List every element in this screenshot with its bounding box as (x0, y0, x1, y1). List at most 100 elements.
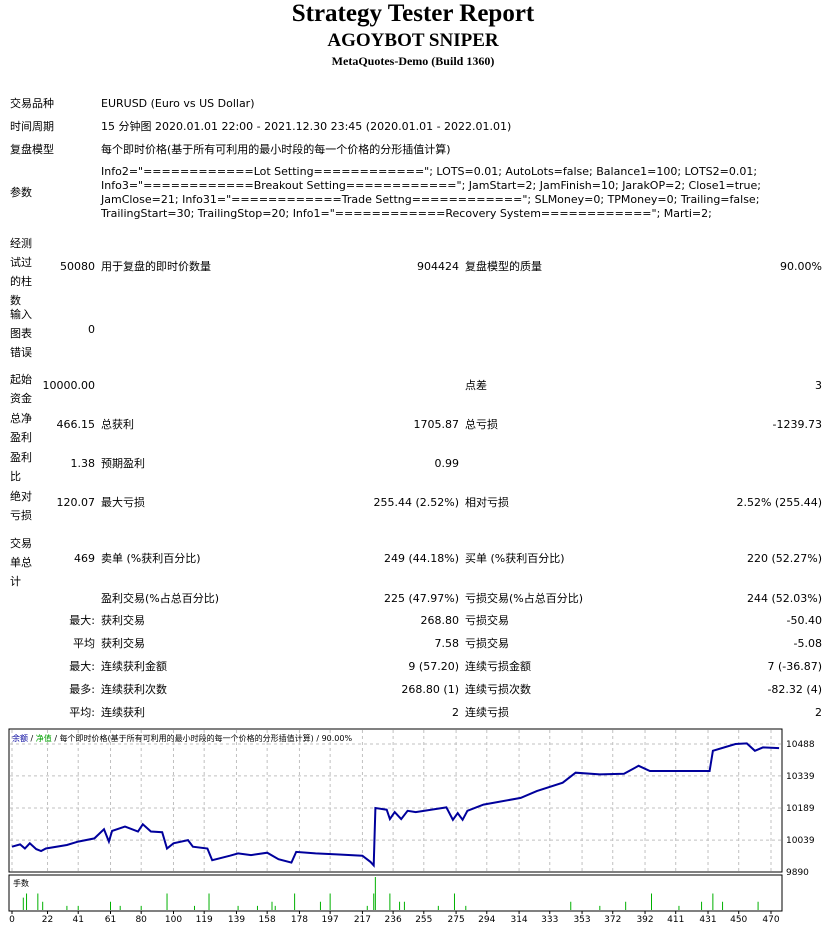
stat-label: 连续获利金额 (101, 660, 167, 673)
loss-trades-label: 亏损交易(%占总百分比) (465, 592, 584, 605)
y-tick-label: 10189 (786, 804, 815, 814)
x-tick-label: 333 (541, 915, 558, 925)
x-tick-label: 0 (9, 915, 15, 925)
x-tick-label: 217 (354, 915, 371, 925)
y-tick-label: 10339 (786, 772, 815, 782)
stat-value: 2 (815, 706, 822, 719)
spread-label: 点差 (465, 379, 487, 392)
symbol-value: EURUSD (Euro vs US Dollar) (101, 97, 255, 110)
stat-label: 亏损交易 (465, 614, 509, 627)
bars-label: 经测试过的柱数 (10, 237, 32, 307)
x-tick-label: 392 (636, 915, 653, 925)
params-value: Info2="============Lot Setting==========… (101, 165, 761, 221)
x-tick-label: 294 (478, 915, 495, 925)
stat-value: 7 (-36.87) (767, 660, 822, 673)
stat-value: 268.80 (1) (401, 683, 459, 696)
quality-label: 复盘模型的质量 (465, 260, 542, 273)
quality-value: 90.00% (780, 260, 822, 273)
loss-trades-value: 244 (52.03%) (746, 592, 822, 605)
params-line: JamClose=21; Info31="============Trade S… (101, 193, 760, 206)
legend-model: / 每个即时价格(基于所有可利用的最小时段的每一个价格的分形插值计算) / 90… (52, 733, 353, 743)
x-tick-label: 450 (730, 915, 747, 925)
x-tick-label: 431 (699, 915, 716, 925)
profit-factor-value: 1.38 (70, 457, 96, 470)
legend-balance: 余额 (12, 733, 28, 743)
stat-value: 2 (452, 706, 459, 719)
stat-label: 连续亏损次数 (465, 683, 531, 696)
symbol-label: 交易品种 (10, 97, 54, 110)
x-tick-label: 470 (762, 915, 779, 925)
x-tick-label: 158 (259, 915, 276, 925)
ticks-label: 用于复盘的即时价数量 (101, 260, 211, 273)
stat-value: 9 (57.20) (408, 660, 459, 673)
x-tick-label: 22 (42, 915, 53, 925)
x-tick-label: 236 (385, 915, 402, 925)
profit-trades-label: 盈利交易(%占总百分比) (101, 592, 220, 605)
legend-sep: / (28, 734, 36, 743)
long-trades-value: 220 (52.27%) (746, 552, 822, 565)
errors-value: 0 (88, 323, 95, 336)
main-plot-frame (8, 728, 783, 873)
x-tick-label: 314 (510, 915, 527, 925)
stat-value: -50.40 (786, 614, 822, 627)
stat-label: 连续亏损金额 (465, 660, 531, 673)
net-profit-label: 总净盈利 (10, 412, 32, 444)
stat-prefix: 平均: (69, 706, 95, 719)
params-label: 参数 (10, 186, 32, 199)
deposit-label: 起始资金 (10, 373, 32, 405)
stat-label: 连续获利 (101, 706, 145, 719)
x-tick-label: 100 (165, 915, 182, 925)
x-tick-label: 119 (196, 915, 213, 925)
stat-value: 7.58 (434, 637, 460, 650)
stat-prefix: 最多: (69, 683, 95, 696)
period-label: 时间周期 (10, 120, 54, 133)
volume-label: 手数 (13, 878, 29, 888)
stat-label: 获利交易 (101, 614, 145, 627)
abs-drawdown-value: 120.07 (56, 496, 96, 509)
payoff-label: 预期盈利 (101, 457, 145, 470)
x-tick-label: 80 (135, 915, 147, 925)
server-build: MetaQuotes-Demo (Build 1360) (331, 54, 495, 68)
x-tick-label: 411 (667, 915, 684, 925)
x-tick-label: 372 (604, 915, 621, 925)
x-tick-label: 61 (105, 915, 116, 925)
chart-legend: 余额 / 净值 / 每个即时价格(基于所有可利用的最小时段的每一个价格的分形插值… (12, 733, 352, 743)
model-label: 复盘模型 (10, 143, 54, 156)
y-tick-label: 10488 (786, 740, 815, 750)
stat-prefix: 最大: (69, 614, 95, 627)
stat-prefix: 最大: (69, 660, 95, 673)
x-tick-label: 197 (322, 915, 339, 925)
gross-loss-label: 总亏损 (465, 418, 498, 431)
gross-loss-value: -1239.73 (772, 418, 822, 431)
balance-line (11, 742, 780, 868)
stat-label: 亏损交易 (465, 637, 509, 650)
profit-trades-value: 225 (47.97%) (383, 592, 459, 605)
x-tick-label: 275 (448, 915, 465, 925)
rel-drawdown-value: 2.52% (255.44) (736, 496, 822, 509)
stat-label: 连续获利次数 (101, 683, 167, 696)
expert-name: AGOYBOT SNIPER (327, 30, 499, 51)
profit-factor-label: 盈利比 (10, 451, 32, 483)
x-tick-label: 353 (573, 915, 590, 925)
volume-plot-frame (8, 874, 783, 912)
y-tick-label: 9890 (786, 868, 809, 878)
stat-value: -82.32 (4) (767, 683, 822, 696)
total-trades-label: 交易单总计 (10, 537, 32, 588)
gross-profit-label: 总获利 (101, 418, 134, 431)
x-tick-label: 41 (72, 915, 83, 925)
stat-prefix: 平均 (73, 637, 95, 650)
gross-profit-value: 1705.87 (413, 418, 460, 431)
x-tick-label: 139 (228, 915, 245, 925)
stat-value: 268.80 (420, 614, 460, 627)
bars-value: 50080 (60, 260, 95, 273)
max-drawdown-value: 255.44 (2.52%) (373, 496, 459, 509)
stat-label: 获利交易 (101, 637, 145, 650)
errors-label: 输入图表错误 (10, 308, 32, 359)
short-trades-label: 卖单 (%获利百分比) (101, 552, 201, 565)
x-tick-label: 255 (415, 915, 432, 925)
params-line: Info2="============Lot Setting==========… (101, 165, 758, 178)
legend-equity: 净值 (36, 733, 52, 743)
stat-value: -5.08 (793, 637, 822, 650)
max-drawdown-label: 最大亏损 (101, 496, 145, 509)
y-tick-label: 10039 (786, 836, 815, 846)
